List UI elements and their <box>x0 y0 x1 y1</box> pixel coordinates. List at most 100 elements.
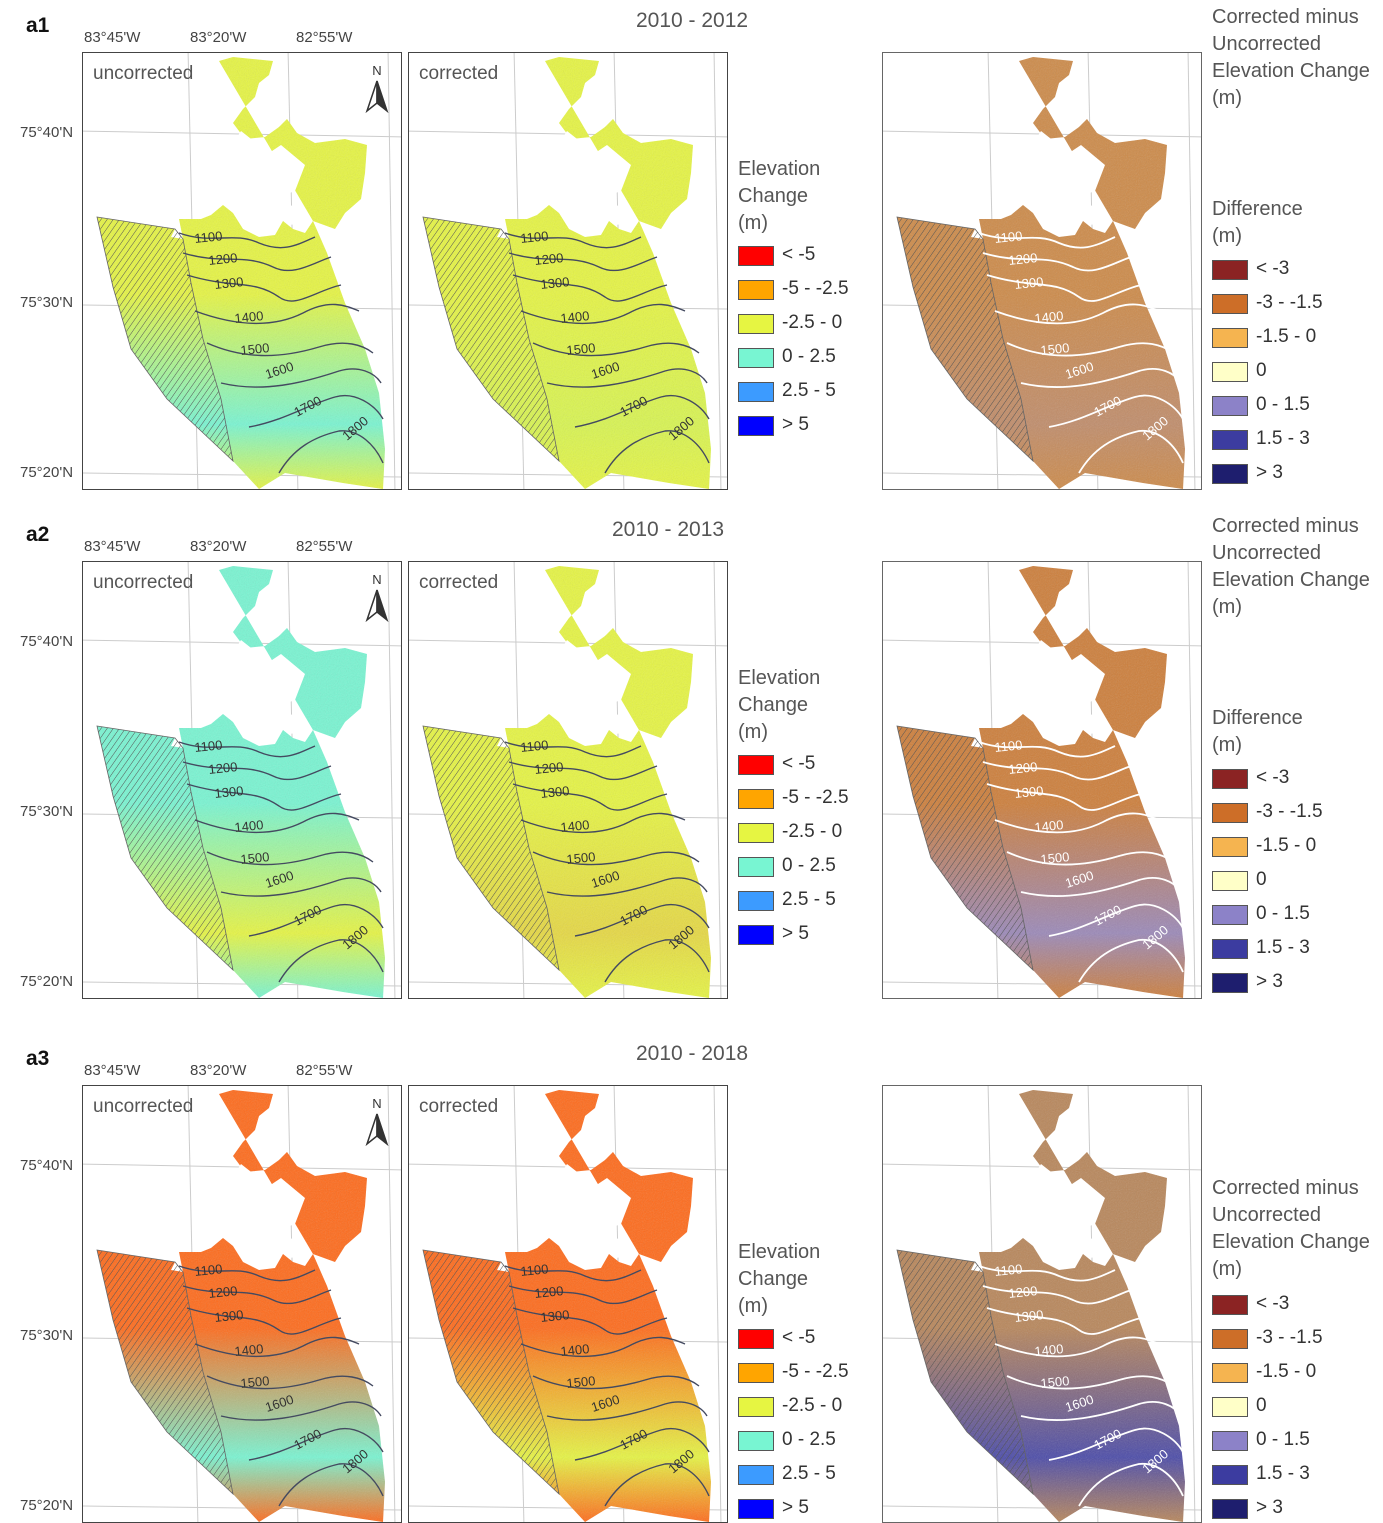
contour-label: 1100 <box>194 737 223 755</box>
contour-line <box>194 303 360 325</box>
elevation-legend-title-line: (m) <box>738 1295 768 1317</box>
contour-label: 1100 <box>994 1261 1023 1279</box>
contour-line <box>994 812 1160 834</box>
difference-legend-label: > 3 <box>1256 971 1283 992</box>
elevation-legend-title-line: Elevation <box>738 1241 821 1263</box>
elevation-legend-swatch <box>738 1499 774 1519</box>
difference-legend-swatch <box>1212 1329 1248 1349</box>
corrected-label: corrected <box>419 1096 499 1117</box>
difference-legend-header-line: Uncorrected <box>1212 542 1321 564</box>
north-label: N <box>372 63 381 78</box>
contour-label: 1500 <box>566 1373 596 1391</box>
north-label: N <box>372 572 381 587</box>
longitude-label: 83°20'W <box>190 1062 247 1079</box>
contour-label: 1500 <box>240 849 270 867</box>
difference-legend-header-line: Corrected minus <box>1212 1177 1359 1199</box>
contour-line <box>1048 394 1184 428</box>
uncorrected-label: uncorrected <box>93 1096 194 1117</box>
difference-legend-header-line: Corrected minus <box>1212 6 1359 28</box>
difference-legend-header-line: (m) <box>1212 1258 1242 1280</box>
graticule-meridian <box>387 1086 396 1522</box>
corrected-label: corrected <box>419 63 499 84</box>
latitude-label: 75°20'N <box>20 973 74 990</box>
difference-legend-header: Corrected minus Uncorrected Elevation Chan… <box>1212 4 1370 112</box>
difference-legend-swatch <box>1212 362 1248 382</box>
contour-line <box>574 1427 710 1461</box>
corrected-map-panel: 1100 1200 1300 1400 1500 1600 1700 1800 correcte… <box>408 561 728 999</box>
no-data-hatch <box>96 1249 234 1496</box>
contour-line <box>512 1307 668 1335</box>
contour-label: 1400 <box>1034 308 1064 326</box>
difference-legend-swatch <box>1212 837 1248 857</box>
nunatak-gap <box>279 205 305 225</box>
difference-legend-label: -1.5 - 0 <box>1256 1361 1317 1382</box>
contour-line <box>186 783 342 811</box>
north-label: N <box>372 1096 381 1111</box>
difference-legend-label: -1.5 - 0 <box>1256 835 1317 856</box>
row-label-a1: a1 <box>26 14 50 37</box>
contour-line <box>508 252 658 272</box>
elevation-legend-label: 2.5 - 5 <box>782 1463 836 1484</box>
contour-label: 1300 <box>214 1307 244 1325</box>
nunatak-gap <box>1079 714 1105 734</box>
contour-label: 1400 <box>234 308 264 326</box>
elevation-legend-label: < -5 <box>782 244 816 265</box>
contour-label: 1300 <box>214 274 244 292</box>
elevation-legend-label: -2.5 - 0 <box>782 821 843 842</box>
north-arrow-icon: N <box>365 1096 389 1147</box>
contour-label: 1500 <box>1040 849 1070 867</box>
nunatak-gap <box>1079 205 1105 225</box>
longitude-label: 82°55'W <box>296 29 353 46</box>
difference-legend-label: -3 - -1.5 <box>1256 1327 1323 1348</box>
difference-legend-header-line: Elevation Change <box>1212 1231 1370 1253</box>
difference-legend-swatch <box>1212 464 1248 484</box>
contour-line <box>182 1285 332 1305</box>
contour-label: 1200 <box>208 250 238 268</box>
latitude-label: 75°20'N <box>20 1497 74 1514</box>
elevation-legend-title-line: Elevation <box>738 158 821 180</box>
contour-label: 1100 <box>194 228 223 246</box>
no-data-hatch <box>422 1249 560 1496</box>
contour-label: 1500 <box>240 1373 270 1391</box>
difference-legend-title: Difference (m) <box>1212 705 1303 759</box>
contour-line <box>546 877 708 897</box>
longitude-label: 83°45'W <box>84 29 141 46</box>
longitude-label: 82°55'W <box>296 538 353 555</box>
difference-legend-swatch <box>1212 973 1248 993</box>
contour-line <box>978 741 1116 758</box>
row-label-a3: a3 <box>26 1047 50 1070</box>
contour-line <box>504 232 642 249</box>
elevation-legend-title-line: (m) <box>738 212 768 234</box>
contour-line <box>574 394 710 428</box>
difference-legend-header: Corrected minus Uncorrected Elevation Chan… <box>1212 1175 1370 1283</box>
contour-line <box>1006 1375 1174 1390</box>
contour-line <box>206 342 374 357</box>
elevation-legend-label: > 5 <box>782 1497 809 1518</box>
elevation-legend-label: -2.5 - 0 <box>782 312 843 333</box>
contour-line <box>278 1463 384 1507</box>
contour-line <box>194 812 360 834</box>
elevation-legend-title: Elevation Change (m) <box>738 1239 820 1320</box>
elevation-legend-label: < -5 <box>782 1327 816 1348</box>
elevation-legend-label: -5 - -2.5 <box>782 787 849 808</box>
contour-line <box>604 430 710 474</box>
contour-line <box>1006 342 1174 357</box>
longitude-label: 83°45'W <box>84 538 141 555</box>
contour-label: 1500 <box>1040 340 1070 358</box>
elevation-legend-swatch <box>738 789 774 809</box>
difference-legend-swatch <box>1212 905 1248 925</box>
difference-legend-swatch <box>1212 1295 1248 1315</box>
contour-line <box>182 761 332 781</box>
nunatak-gap <box>1029 131 1105 197</box>
elevation-legend-swatch <box>738 891 774 911</box>
period-label: 2010 - 2018 <box>636 1042 749 1065</box>
nunatak-gap <box>1029 1164 1105 1230</box>
difference-legend-swatch <box>1212 803 1248 823</box>
contour-line <box>1020 877 1182 897</box>
longitude-label: 83°20'W <box>190 29 247 46</box>
